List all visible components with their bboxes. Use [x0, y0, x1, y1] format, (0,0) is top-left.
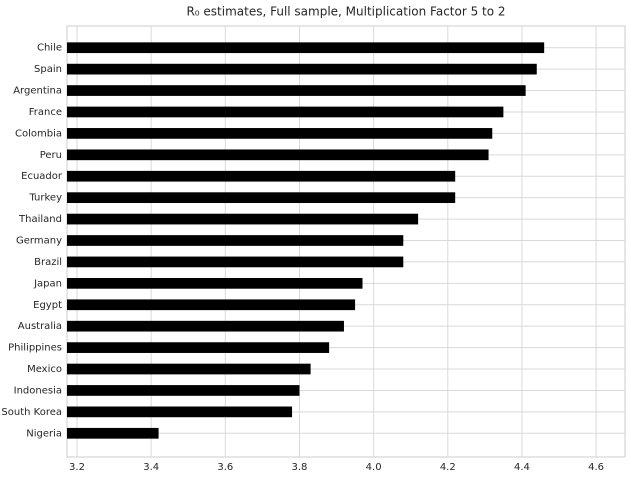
bar [67, 213, 419, 225]
y-tick-label: Thailand [18, 214, 62, 225]
bar [67, 128, 493, 139]
bar [67, 406, 293, 418]
x-tick-label: 4.6 [588, 462, 604, 473]
y-tick-label: Argentina [13, 86, 62, 97]
x-tick-label: 4.4 [514, 462, 530, 473]
y-tick-label: Peru [40, 150, 62, 161]
bar [67, 170, 456, 182]
bar [67, 342, 330, 353]
y-tick-label: Egypt [33, 300, 62, 311]
x-tick-label: 4.0 [366, 462, 382, 473]
bar [67, 363, 311, 375]
y-tick-label: Spain [34, 64, 62, 75]
x-tick-label: 3.8 [292, 462, 308, 473]
bar [67, 42, 545, 54]
x-tick-label: 3.4 [143, 462, 159, 473]
y-tick-label: Philippines [8, 343, 62, 354]
y-tick-label: Nigeria [26, 428, 62, 439]
x-tick-label: 3.6 [217, 462, 233, 473]
bar [67, 320, 344, 332]
y-tick-label: Colombia [15, 128, 62, 139]
chart-title: R₀ estimates, Full sample, Multiplicatio… [186, 5, 505, 19]
y-tick-label: Turkey [28, 193, 62, 204]
y-tick-label: France [29, 107, 62, 118]
bar [67, 277, 363, 289]
y-tick-label: Indonesia [14, 385, 62, 396]
bar [67, 427, 159, 439]
y-tick-label: Chile [37, 43, 62, 54]
y-tick-label: South Korea [1, 407, 62, 418]
bar [67, 299, 356, 311]
bar [67, 385, 300, 396]
bar [67, 192, 456, 204]
bar [67, 85, 526, 96]
bar [67, 256, 404, 268]
bar [67, 235, 404, 246]
y-tick-label: Mexico [27, 364, 62, 375]
bar [67, 149, 489, 161]
y-tick-label: Brazil [34, 257, 62, 268]
y-tick-label: Germany [16, 236, 62, 247]
y-tick-label: Australia [18, 321, 62, 332]
y-tick-label: Japan [33, 278, 62, 289]
x-tick-label: 3.2 [69, 462, 85, 473]
y-tick-label: Ecuador [21, 171, 63, 182]
bar [67, 106, 504, 118]
bar [67, 63, 537, 75]
x-tick-label: 4.2 [440, 462, 456, 473]
